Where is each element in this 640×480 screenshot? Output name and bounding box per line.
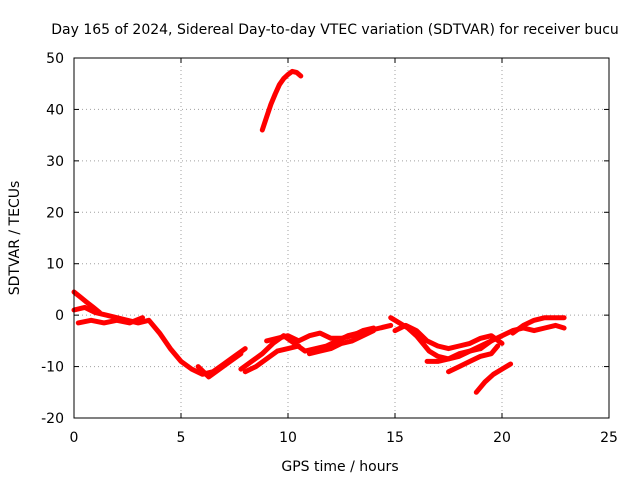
series-arc-14 bbox=[473, 361, 514, 395]
y-tick-label: 50 bbox=[46, 51, 64, 67]
x-tick-label: 15 bbox=[386, 430, 404, 446]
y-tick-label: 20 bbox=[46, 205, 64, 221]
x-tick-label: 20 bbox=[493, 430, 511, 446]
series-arc-8 bbox=[306, 328, 377, 357]
y-tick-label: 30 bbox=[46, 154, 64, 170]
plot-frame bbox=[73, 57, 610, 419]
x-tick-label: 5 bbox=[177, 430, 186, 446]
series-arc-16 bbox=[510, 315, 567, 336]
tick-layer: 0 5 10 15 20 25 -20 -10 0 10 20 30 40 50 bbox=[41, 51, 618, 446]
series-arc-4 bbox=[195, 351, 244, 380]
y-axis-label: SDTVAR / TECUs bbox=[7, 181, 23, 296]
series-layer bbox=[71, 68, 567, 395]
x-tick-label: 10 bbox=[279, 430, 297, 446]
y-tick-label: 10 bbox=[46, 257, 64, 273]
x-tick-label: 25 bbox=[600, 430, 618, 446]
series-arc-3 bbox=[75, 315, 145, 326]
series-arc-12 bbox=[424, 346, 484, 364]
chart-title: Day 165 of 2024, Sidereal Day-to-day VTE… bbox=[51, 22, 619, 38]
series-arc-7 bbox=[264, 325, 377, 344]
series-arc-1 bbox=[71, 289, 103, 316]
series-arc-2 bbox=[71, 304, 248, 377]
series-arc-6 bbox=[242, 343, 302, 375]
x-tick-label: 0 bbox=[70, 430, 79, 446]
y-tick-label: 40 bbox=[46, 102, 64, 118]
series-arc-13 bbox=[446, 343, 501, 375]
grid-layer bbox=[74, 58, 609, 418]
y-tick-label: -20 bbox=[41, 411, 64, 427]
series-arc-11 bbox=[392, 322, 505, 352]
y-tick-label: -10 bbox=[41, 360, 64, 376]
series-arc-9 bbox=[259, 68, 304, 133]
y-tick-label: 0 bbox=[55, 308, 64, 324]
x-axis-label: GPS time / hours bbox=[281, 459, 398, 475]
